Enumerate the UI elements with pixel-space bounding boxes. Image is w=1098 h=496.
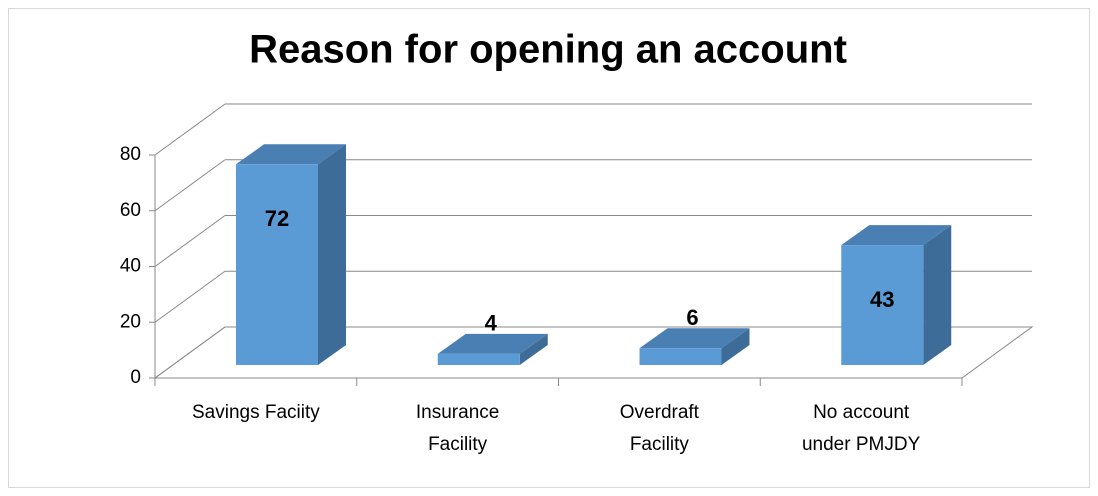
bar [236, 164, 318, 365]
bar-side [318, 144, 346, 365]
y-tick-label: 80 [120, 144, 141, 165]
grid-line [154, 270, 226, 323]
grid-line [154, 159, 226, 212]
bar-side [519, 333, 548, 365]
y-tick-label: 20 [120, 311, 141, 332]
bar [841, 245, 924, 365]
data-label: 43 [870, 287, 894, 312]
data-label: 72 [265, 206, 289, 231]
bar [639, 348, 722, 365]
chart-title: Reason for opening an account [249, 28, 847, 72]
grid-line [154, 326, 226, 379]
x-tick-label: Overdraft Facility [620, 402, 700, 455]
bar-side [721, 328, 750, 365]
x-tick-label: No account under PMJDY [802, 402, 921, 455]
y-tick-label: 0 [130, 367, 141, 388]
bar-top [437, 333, 548, 354]
x-tick-label: Insurance Facility [416, 402, 499, 455]
data-label: 6 [686, 305, 698, 330]
x-tick-label: Savings Faciity [192, 402, 320, 423]
y-tick-label: 60 [120, 200, 141, 221]
data-label: 4 [485, 311, 498, 336]
grid-line [154, 103, 226, 156]
bar-side [923, 225, 952, 365]
grid-line [154, 215, 226, 267]
bar-top [236, 144, 346, 165]
y-tick-label: 40 [120, 256, 141, 277]
bar-top [639, 328, 750, 349]
bar-top [841, 225, 952, 246]
bar [437, 353, 520, 365]
